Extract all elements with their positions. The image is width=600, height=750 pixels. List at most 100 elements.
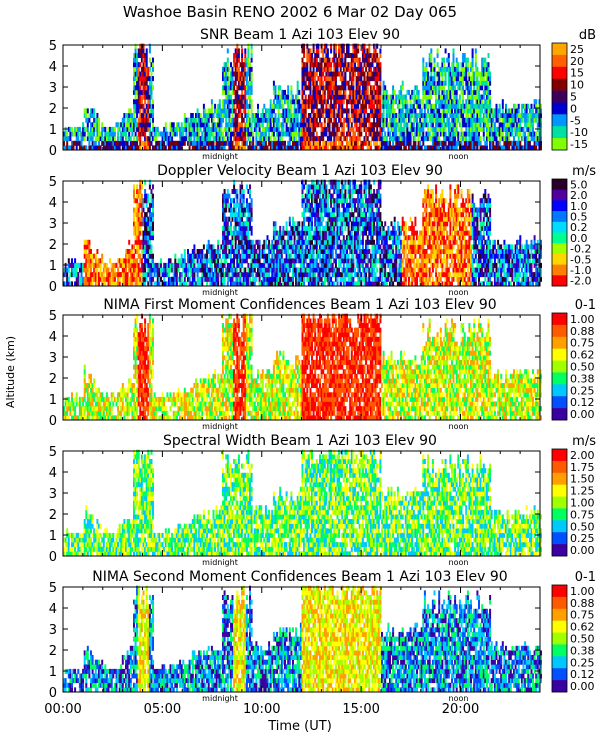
colorbar-swatch — [552, 520, 567, 533]
noon-marker: noon — [449, 422, 469, 431]
colorbar-swatch — [552, 348, 567, 361]
x-tick-label: 00:00 — [44, 702, 81, 717]
colorbar-swatch — [552, 54, 567, 68]
colorbar-label: 0.2 — [570, 221, 588, 234]
colorbar-label: 15 — [570, 67, 584, 80]
colorbar-swatch — [552, 243, 567, 255]
midnight-marker: midnight — [202, 422, 238, 431]
colorbar-swatch — [552, 360, 567, 373]
colorbar-label: 0 — [570, 102, 577, 115]
colorbar-label: 1.50 — [570, 473, 595, 486]
y-tick-label: 5 — [49, 581, 57, 596]
y-tick-label: 5 — [49, 445, 57, 460]
y-tick-label: 0 — [49, 550, 57, 565]
colorbar-swatch — [552, 668, 567, 681]
panel-title: SNR Beam 1 Azi 103 Elev 90 — [200, 27, 400, 43]
colorbar-label: -0.5 — [570, 253, 591, 266]
colorbar-swatch — [552, 189, 567, 201]
y-tick-label: 1 — [49, 123, 57, 138]
x-tick-label: 10:00 — [243, 702, 280, 717]
panel-title: Spectral Width Beam 1 Azi 103 Elev 90 — [163, 433, 437, 449]
y-tick-label: 5 — [49, 309, 57, 324]
colorbar-swatch — [552, 460, 567, 474]
y-tick-label: 3 — [49, 351, 57, 366]
colorbar-swatch — [552, 372, 567, 385]
midnight-marker: midnight — [202, 558, 238, 567]
colorbar-swatch — [552, 253, 567, 265]
colorbar-label: -0.2 — [570, 243, 591, 256]
colorbar-label: 0.88 — [570, 597, 595, 610]
colorbar-swatch — [552, 644, 567, 657]
heatmap-cells — [63, 585, 542, 693]
colorbar-swatch — [552, 138, 567, 151]
x-tick-labels: 00:00 05:00 10:00 15:00 20:00 — [44, 702, 479, 717]
colorbar-label: 0.62 — [570, 621, 595, 634]
colorbar-swatch — [552, 449, 567, 462]
colorbar-label: -5 — [570, 114, 581, 127]
colorbar-swatch — [552, 508, 567, 521]
y-tick-label: 1 — [49, 529, 57, 544]
colorbar-label: 1.00 — [570, 497, 595, 510]
colorbar-swatch — [552, 680, 567, 693]
colorbar-label: 0.00 — [570, 408, 595, 421]
colorbar-swatch — [552, 484, 567, 497]
x-axis-label: Time (UT) — [267, 719, 332, 734]
y-tick-label: 2 — [49, 102, 57, 117]
heatmap-cells — [63, 449, 542, 557]
panel-1: SNR Beam 1 Azi 103 Elev 90 dB 0 1 2 3 4 5 midnig… — [49, 27, 596, 161]
colorbar-label: 0.12 — [570, 668, 595, 681]
colorbar-unit: m/s — [572, 164, 596, 179]
colorbar-swatch — [552, 66, 567, 79]
colorbar-label: 0.38 — [570, 644, 595, 657]
colorbar-swatch — [552, 408, 567, 421]
panel-title: Doppler Velocity Beam 1 Azi 103 Elev 90 — [157, 163, 443, 179]
colorbar: 2.001.751.501.251.000.750.500.250.00 — [551, 448, 595, 557]
colorbar: 1.000.880.750.620.500.380.250.120.00 — [551, 312, 595, 421]
colorbar-swatch — [552, 472, 567, 485]
colorbar-swatch — [552, 384, 567, 397]
colorbar-swatch — [552, 179, 567, 190]
colorbar-label: -15 — [570, 138, 588, 151]
x-tick-label: 20:00 — [442, 702, 479, 717]
colorbar-swatch — [552, 102, 567, 115]
colorbar-label: 2.0 — [570, 189, 588, 202]
colorbar-swatch — [552, 313, 567, 326]
panel-title: NIMA First Moment Confidences Beam 1 Azi… — [103, 297, 496, 313]
colorbar-swatch — [552, 656, 567, 669]
midnight-marker: midnight — [202, 694, 238, 703]
y-tick-label: 2 — [49, 372, 57, 387]
y-tick-label: 0 — [49, 144, 57, 159]
y-axis-label: Altitude (km) — [4, 336, 17, 408]
colorbar-swatch — [552, 264, 567, 276]
colorbar-label: 0.00 — [570, 680, 595, 693]
colorbar-label: 0.50 — [570, 633, 595, 646]
colorbar-label: 0.75 — [570, 609, 595, 622]
colorbar-label: 1.00 — [570, 313, 595, 326]
colorbar-swatch — [552, 585, 567, 598]
colorbar-swatch — [552, 114, 567, 127]
panel-2: Doppler Velocity Beam 1 Azi 103 Elev 90 m… — [49, 163, 596, 297]
colorbar-swatch — [552, 221, 567, 233]
panel-3: NIMA First Moment Confidences Beam 1 Azi… — [49, 297, 596, 431]
panel-4: Spectral Width Beam 1 Azi 103 Elev 90 m/s… — [49, 433, 596, 567]
panels: SNR Beam 1 Azi 103 Elev 90 dB 0 1 2 3 4 5 midnig… — [49, 27, 596, 703]
colorbar-label: 1.00 — [570, 585, 595, 598]
colorbar-swatch — [552, 43, 567, 56]
colorbar-label: 0.75 — [570, 337, 595, 350]
colorbar-label: 0.25 — [570, 384, 595, 397]
colorbar-swatch — [552, 596, 567, 610]
colorbar-swatch — [552, 200, 567, 212]
y-tick-label: 0 — [49, 686, 57, 701]
colorbar-label: 0.0 — [570, 232, 588, 245]
noon-marker: noon — [449, 288, 469, 297]
heatmap-cells — [63, 179, 542, 287]
colorbar-label: 0.5 — [570, 210, 588, 223]
colorbar-swatch — [552, 232, 567, 244]
colorbar-label: -10 — [570, 126, 588, 139]
colorbar-label: 1.0 — [570, 200, 588, 213]
colorbar-unit: 0-1 — [575, 298, 596, 313]
colorbar-swatch — [552, 532, 567, 545]
noon-marker: noon — [449, 694, 469, 703]
colorbar-label: 0.62 — [570, 349, 595, 362]
